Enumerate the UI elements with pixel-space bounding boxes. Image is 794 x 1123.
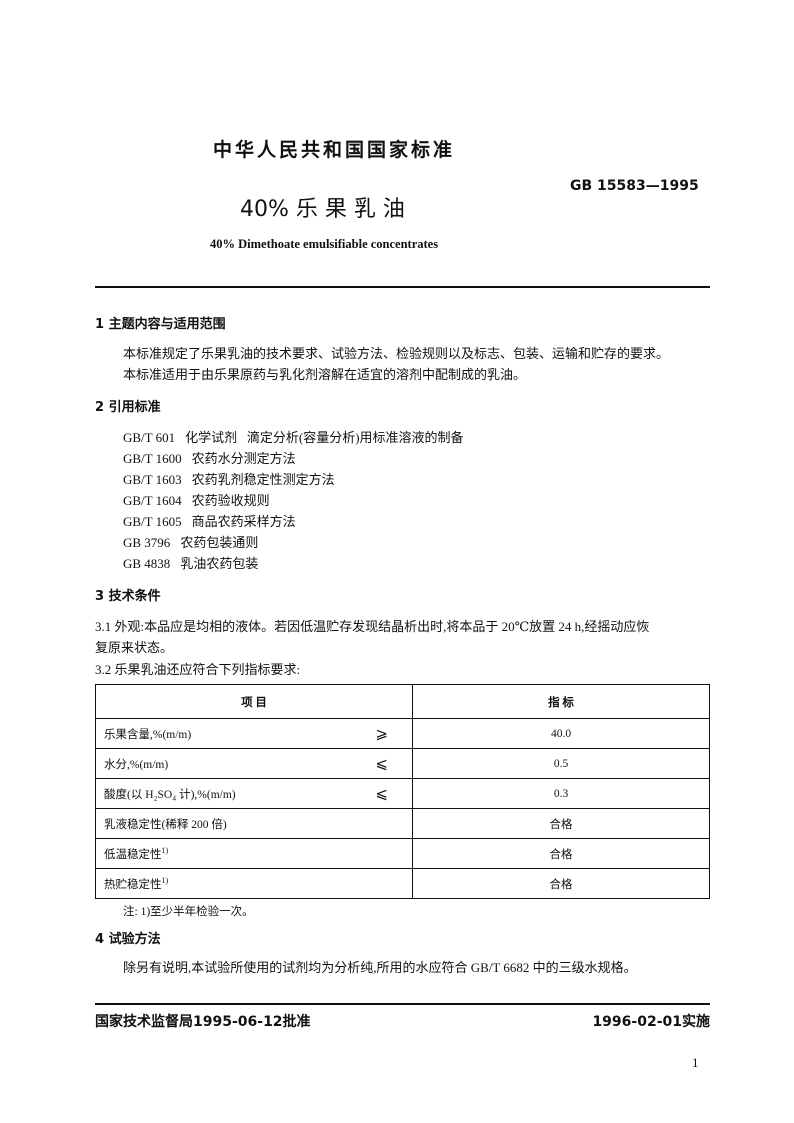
row-value: 合格 [412,838,710,869]
reference-item: GB/T 1605 商品农药采样方法 [123,515,296,528]
reference-title: 农药乳剂稳定性测定方法 [191,472,335,487]
reference-item: GB/T 1604 农药验收规则 [123,494,270,507]
row-item-label: 低温稳定性 [104,848,162,861]
row-value: 合格 [412,868,710,899]
comparison-operator: ⩾ [375,726,388,742]
section-4-heading: 4 试验方法 [95,932,161,947]
row-item-label: 酸度(以 H₂SO₄ 计),%(m/m) [104,788,236,801]
reference-item: GB 3796 农药包装通则 [123,536,258,549]
reference-title: 农药验收规则 [191,493,270,508]
footnote-marker: 1) [161,845,169,855]
standard-number: GB 15583—1995 [570,178,699,194]
header-value: 指 标 [412,684,710,719]
reference-code: GB 3796 [123,535,171,550]
reference-code: GB/T 1605 [123,514,182,529]
header-item: 项 目 [95,684,413,719]
spec-table: 项 目 指 标 乐果含量,%(m/m) ⩾ 40.0 水分,%(m/m) ⩽ 0.5 酸度(… [95,684,710,899]
table-row: 酸度(以 H₂SO₄ 计),%(m/m) ⩽ 0.3 [95,778,710,809]
section-2-heading: 2 引用标准 [95,400,161,415]
row-item: 水分,%(m/m) ⩽ [95,748,413,779]
clause-3-1-cont: 复原来状态。 [95,640,174,655]
table-row: 乐果含量,%(m/m) ⩾ 40.0 [95,718,710,749]
row-item: 乐果含量,%(m/m) ⩾ [95,718,413,749]
section-1-para-2: 本标准适用于由乐果原药与乳化剂溶解在适宜的溶剂中配制成的乳油。 [123,367,527,382]
reference-title: 商品农药采样方法 [191,514,296,529]
title-en: 40% Dimethoate emulsifiable concentrates [210,237,439,251]
reference-title: 乳油农药包装 [180,556,259,571]
table-header-row: 项 目 指 标 [95,684,710,719]
issuing-org: 中华人民共和国国家标准 [213,139,456,161]
reference-code: GB/T 1603 [123,472,182,487]
clause-3-1: 3.1 外观:本品应是均相的液体。若因低温贮存发现结晶析出时,将本品于 20℃放… [95,619,650,634]
reference-title: 化学试剂 滴定分析(容量分析)用标准溶液的制备 [185,430,464,445]
reference-item: GB/T 1600 农药水分测定方法 [123,452,296,465]
reference-code: GB/T 1604 [123,493,182,508]
footnote-marker: 1) [161,875,169,885]
reference-code: GB/T 1600 [123,451,182,466]
table-row: 热贮稳定性1) 合格 [95,868,710,899]
reference-title: 农药水分测定方法 [191,451,296,466]
table-row: 低温稳定性1) 合格 [95,838,710,869]
reference-item: GB/T 1603 农药乳剂稳定性测定方法 [123,473,335,486]
row-item: 酸度(以 H₂SO₄ 计),%(m/m) ⩽ [95,778,413,809]
reference-code: GB 4838 [123,556,171,571]
row-item-label: 热贮稳定性 [104,878,162,891]
row-value: 40.0 [412,718,710,749]
row-item-label: 水分,%(m/m) [104,758,169,771]
reference-title: 农药包装通则 [180,535,259,550]
section-1-heading: 1 主题内容与适用范围 [95,317,226,332]
header-rule [95,286,710,288]
row-item: 低温稳定性1) [95,838,413,869]
approval: 国家技术监督局1995-06-12批准 [95,1014,311,1030]
comparison-operator: ⩽ [375,786,388,802]
row-item-label: 乐果含量,%(m/m) [104,728,192,741]
comparison-operator: ⩽ [375,756,388,772]
row-value: 0.3 [412,778,710,809]
table-row: 水分,%(m/m) ⩽ 0.5 [95,748,710,779]
page-number: 1 [692,1055,699,1070]
section-1-para-1: 本标准规定了乐果乳油的技术要求、试验方法、检验规则以及标志、包装、运输和贮存的要… [123,346,670,361]
reference-code: GB/T 601 [123,430,176,445]
section-3-heading: 3 技术条件 [95,589,161,604]
clause-3-2: 3.2 乐果乳油还应符合下列指标要求: [95,662,301,677]
effective-date: 1996-02-01实施 [592,1014,710,1030]
row-item-label: 乳液稳定性(稀释 200 倍) [104,818,227,831]
table-note: 注: 1)至少半年检验一次。 [123,906,254,918]
title-cn: 40% 乐 果 乳 油 [240,197,405,222]
row-value: 合格 [412,808,710,839]
row-item: 热贮稳定性1) [95,868,413,899]
row-value: 0.5 [412,748,710,779]
table-row: 乳液稳定性(稀释 200 倍) 合格 [95,808,710,839]
reference-item: GB 4838 乳油农药包装 [123,557,258,570]
section-4-para: 除另有说明,本试验所使用的试剂均为分析纯,所用的水应符合 GB/T 6682 中… [123,960,637,975]
footer-rule [95,1003,710,1005]
row-item: 乳液稳定性(稀释 200 倍) [95,808,413,839]
reference-item: GB/T 601 化学试剂 滴定分析(容量分析)用标准溶液的制备 [123,431,464,444]
